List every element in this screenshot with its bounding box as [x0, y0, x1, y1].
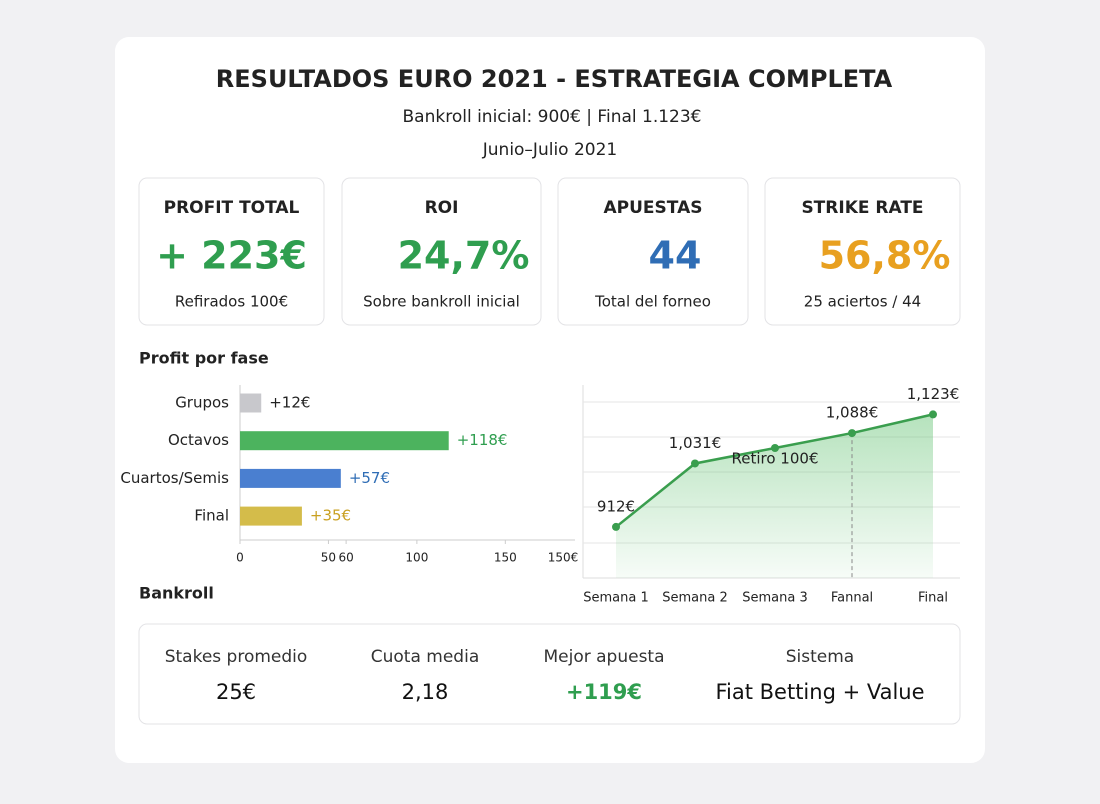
- stat-value: 2,18: [402, 680, 449, 704]
- value-label: +35€: [310, 507, 351, 525]
- x-end-label: 150€: [548, 551, 579, 565]
- bar: [240, 431, 449, 451]
- value-label: +118€: [457, 431, 508, 449]
- kpi-note: Sobre bankroll inicial: [363, 293, 520, 311]
- kpi-value: + 223€: [156, 234, 307, 278]
- kpi-title: PROFIT TOTAL: [164, 198, 300, 218]
- value-label: +12€: [269, 394, 310, 412]
- kpi-value: 56,8%: [819, 234, 951, 278]
- value-label: 1,031€: [669, 434, 722, 452]
- x-tick-label: Semana 1: [583, 591, 649, 606]
- section-title: Bankroll: [139, 584, 214, 603]
- category-label: Octavos: [168, 431, 229, 449]
- x-tick-label: 150: [494, 551, 517, 565]
- bar: [240, 393, 262, 413]
- stat-label: Sistema: [786, 647, 854, 667]
- x-tick-label: Final: [918, 591, 948, 606]
- x-tick-label: 100: [405, 551, 428, 565]
- point: [771, 444, 779, 452]
- point: [848, 429, 856, 438]
- value-label: 912€: [597, 497, 635, 515]
- kpi-value: 44: [649, 234, 702, 278]
- kpi-title: ROI: [425, 198, 459, 218]
- stat-label: Cuota media: [371, 647, 479, 667]
- kpi-note: Total del forneo: [594, 293, 711, 311]
- stat-label: Stakes promedio: [165, 647, 308, 667]
- section-title: Profit por fase: [139, 349, 269, 368]
- kpi-title: STRIKE RATE: [801, 198, 923, 218]
- x-tick-label: 50: [321, 551, 336, 565]
- kpi-value: 24,7%: [398, 234, 530, 278]
- stat-value: +119€: [566, 680, 642, 704]
- kpi-note: 25 aciertos / 44: [804, 293, 921, 311]
- x-tick-label: Semana 2: [662, 591, 728, 606]
- area: [616, 414, 933, 578]
- stat-label: Mejor apuesta: [543, 647, 664, 667]
- stats-box: [138, 623, 961, 725]
- x-tick-label: 0: [236, 551, 244, 565]
- value-label: 1,088€: [826, 404, 879, 422]
- point: [929, 410, 937, 419]
- kpi-box: [557, 177, 749, 326]
- category-label: Grupos: [175, 394, 229, 412]
- annotation: Retiro 100€: [732, 450, 819, 468]
- x-tick-label: 60: [338, 551, 353, 565]
- value-label: +57€: [349, 469, 390, 487]
- kpi-title: APUESTAS: [604, 198, 703, 218]
- point: [691, 459, 699, 468]
- period: Junio–Julio 2021: [482, 140, 618, 160]
- x-tick-label: Semana 3: [742, 591, 808, 606]
- stat-value: 25€: [216, 680, 256, 704]
- value-label: 1,123€: [907, 385, 960, 403]
- category-label: Final: [194, 507, 229, 525]
- kpi-note: Refirados 100€: [175, 293, 288, 311]
- stat-value: Fiat Betting + Value: [715, 680, 924, 704]
- title: RESULTADOS EURO 2021 - ESTRATEGIA COMPLE…: [216, 65, 893, 93]
- kpi-box: [764, 177, 961, 326]
- category-label: Cuartos/Semis: [120, 469, 229, 487]
- kpi-box: [341, 177, 542, 326]
- point: [612, 522, 620, 531]
- bar: [240, 506, 302, 526]
- subtitle: Bankroll inicial: 900€ | Final 1.123€: [403, 107, 702, 127]
- kpi-box: [138, 177, 325, 326]
- x-tick-label: Fannal: [831, 591, 873, 606]
- bar: [240, 468, 341, 488]
